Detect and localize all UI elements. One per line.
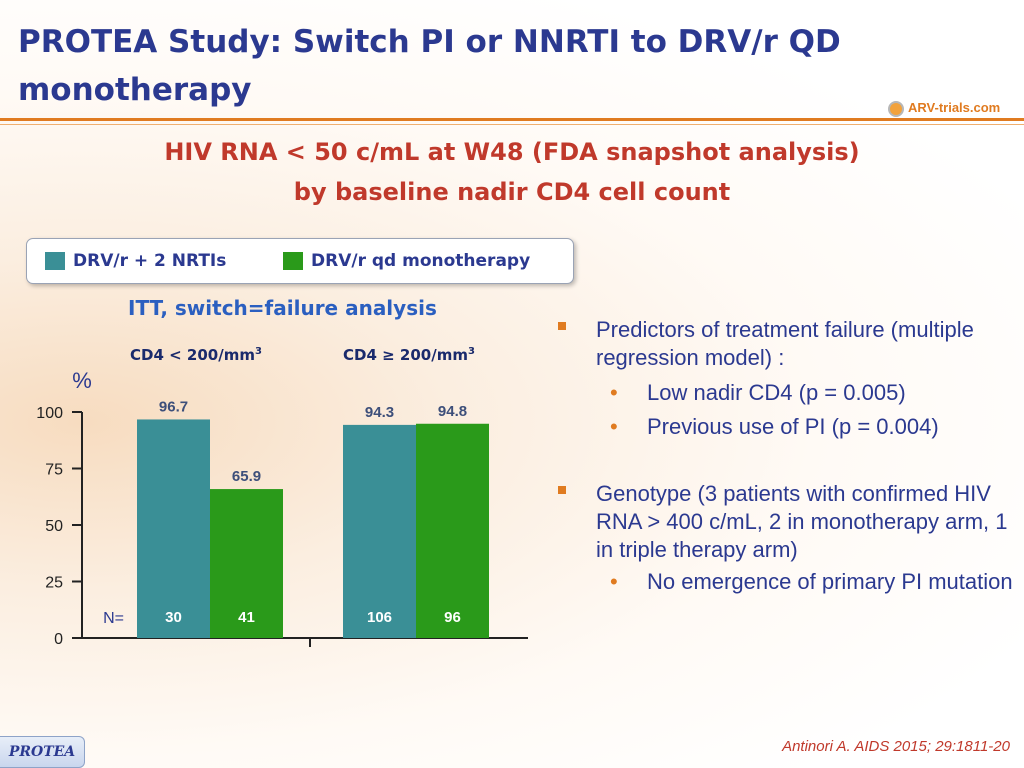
subtitle-line-2: by baseline nadir CD4 cell count [293,178,731,206]
bullet-dot-icon: • [610,380,618,405]
logo-icon [888,100,904,117]
bar [416,423,489,638]
y-tick-label: 75 [45,462,63,479]
y-tick-label: 25 [45,575,63,592]
header-divider-thin [0,124,1024,125]
y-tick-label: 0 [54,631,63,648]
legend-label-triple: DRV/r + 2 NRTIs [73,251,227,271]
study-tag: PROTEA [0,736,85,768]
bullet-dot-icon: • [610,414,618,439]
y-tick-label: 100 [36,405,63,422]
arv-trials-logo: ARV-trials.com [888,100,1000,117]
bar-value-label: 94.3 [365,404,394,421]
analysis-label: ITT, switch=failure analysis [128,296,437,320]
legend-label-mono: DRV/r qd monotherapy [311,251,531,271]
page-title: PROTEA Study: Switch PI or NNRTI to DRV/… [18,24,841,108]
bar-chart: 0 25 50 75 100% 96.7 30 94.3 106 65.9 41 94.8 96 N= [36,368,528,648]
legend-item-mono: DRV/r qd monotherapy [283,251,530,271]
legend-swatch-triple [45,252,65,270]
bullet-dot-icon: • [610,569,618,594]
n-label: N= [103,610,124,627]
bullet-square-icon [558,322,566,330]
bar-n-label: 96 [444,609,461,626]
bar-n-label: 106 [367,609,392,626]
bar [343,424,416,638]
bar-value-label: 96.7 [159,398,188,415]
sub-bullet-mutation: • No emergence of primary PI mutation [610,569,1013,594]
bullet-genotype: Genotype (3 patients with confirmed HIV … [556,480,1016,564]
legend-item-triple: DRV/r + 2 NRTIs [45,251,226,271]
group-label-high: CD4 ≥ 200/mm3 [343,346,475,364]
subtitle-line-1: HIV RNA < 50 c/mL at W48 (FDA snapshot a… [164,138,860,166]
chart-legend: DRV/r + 2 NRTIs DRV/r qd monotherapy [26,238,574,284]
bullet-predictors: Predictors of treatment failure (multipl… [556,316,1016,372]
sub-bullet-nadir: • Low nadir CD4 (p = 0.005) [556,376,1016,410]
header-divider [0,118,1024,121]
bar-n-label: 30 [165,609,182,626]
findings-list: Predictors of treatment failure (multipl… [556,316,1016,596]
bullet-square-icon [558,486,566,494]
group-label-low: CD4 < 200/mm3 [130,346,262,364]
sub-bullet-prior-pi: • Previous use of PI (p = 0.004) [556,410,1016,444]
bar [210,489,283,638]
y-axis-label: % [72,368,92,393]
bar-value-label: 65.9 [232,468,261,485]
y-tick-label: 50 [45,518,63,535]
bar-n-label: 41 [238,609,255,626]
logo-text: ARV-trials.com [908,100,1001,115]
chart-subtitle: HIV RNA < 50 c/mL at W48 (FDA snapshot a… [0,132,1024,212]
citation: Antinori A. AIDS 2015; 29:1811-20 [782,738,1010,755]
legend-swatch-mono [283,252,303,270]
bar-value-label: 94.8 [438,403,467,420]
bar [137,419,210,638]
